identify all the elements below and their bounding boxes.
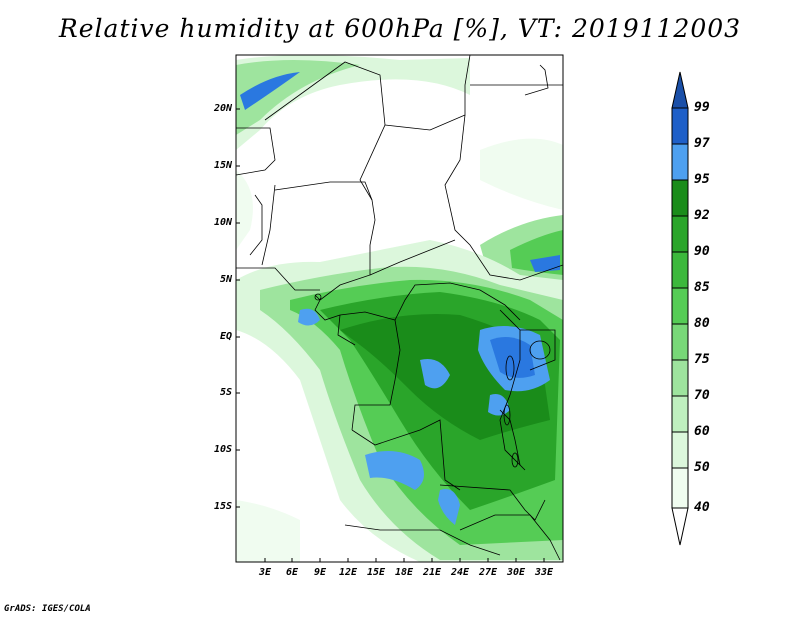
colorbar-label: 75 <box>694 352 710 367</box>
axis-ticks <box>236 108 545 562</box>
lon-label: 27E <box>478 567 498 578</box>
colorbar-label: 92 <box>694 208 710 223</box>
colorbar-label: 97 <box>694 136 710 151</box>
lat-label: 10N <box>213 217 232 228</box>
lon-label: 12E <box>338 567 358 578</box>
lakes <box>314 293 551 468</box>
lat-label: 15N <box>213 160 232 171</box>
colorbar-swatch-85-90 <box>671 251 689 289</box>
colorbar-label: 90 <box>694 244 710 259</box>
lon-label: 21E <box>422 567 442 578</box>
colorbar-swatch-90-92 <box>671 215 689 253</box>
lon-label: 30E <box>506 567 526 578</box>
lat-label: 5S <box>219 387 232 398</box>
colorbar-bottom-arrow <box>671 507 689 546</box>
colorbar-swatch-60-70 <box>671 395 689 433</box>
colorbar-swatch-50-60 <box>671 431 689 469</box>
colorbar-swatch-40-50 <box>671 467 689 509</box>
lat-label: 15S <box>213 501 232 512</box>
lon-label: 9E <box>313 567 327 578</box>
colorbar-top-arrow <box>671 71 689 109</box>
colorbar-swatch-92-95 <box>671 179 689 217</box>
map-frame <box>235 54 564 563</box>
lon-label: 33E <box>534 567 554 578</box>
lat-label: 5N <box>219 274 232 285</box>
lon-label: 18E <box>394 567 414 578</box>
colorbar-label: 95 <box>694 172 710 187</box>
lat-label: 20N <box>213 103 232 114</box>
colorbar-label: 40 <box>694 500 710 515</box>
lon-label: 15E <box>366 567 386 578</box>
colorbar-swatch-70-75 <box>671 359 689 397</box>
colorbar-label: 70 <box>694 388 710 403</box>
colorbar-label: 85 <box>694 280 710 295</box>
colorbar-swatch-80-85 <box>671 287 689 325</box>
colorbar-swatch-97-99 <box>671 107 689 145</box>
colorbar-label: 50 <box>694 460 710 475</box>
lat-label: 10S <box>213 444 232 455</box>
humidity-field <box>236 55 563 562</box>
lon-label: 24E <box>450 567 470 578</box>
lat-label: EQ <box>219 331 232 342</box>
lon-label: 3E <box>258 567 272 578</box>
grads-credit: GrADS: IGES/COLA <box>4 604 91 614</box>
colorbar-swatch-95-97 <box>671 143 689 181</box>
colorbar-label: 60 <box>694 424 710 439</box>
colorbar-swatch-75-80 <box>671 323 689 361</box>
colorbar-label: 99 <box>694 100 710 115</box>
colorbar-label: 80 <box>694 316 710 331</box>
colorbar <box>671 71 689 546</box>
lon-label: 6E <box>285 567 299 578</box>
country-borders <box>236 55 563 561</box>
map-title: Relative humidity at 600hPa [%], VT: 201… <box>58 14 742 43</box>
